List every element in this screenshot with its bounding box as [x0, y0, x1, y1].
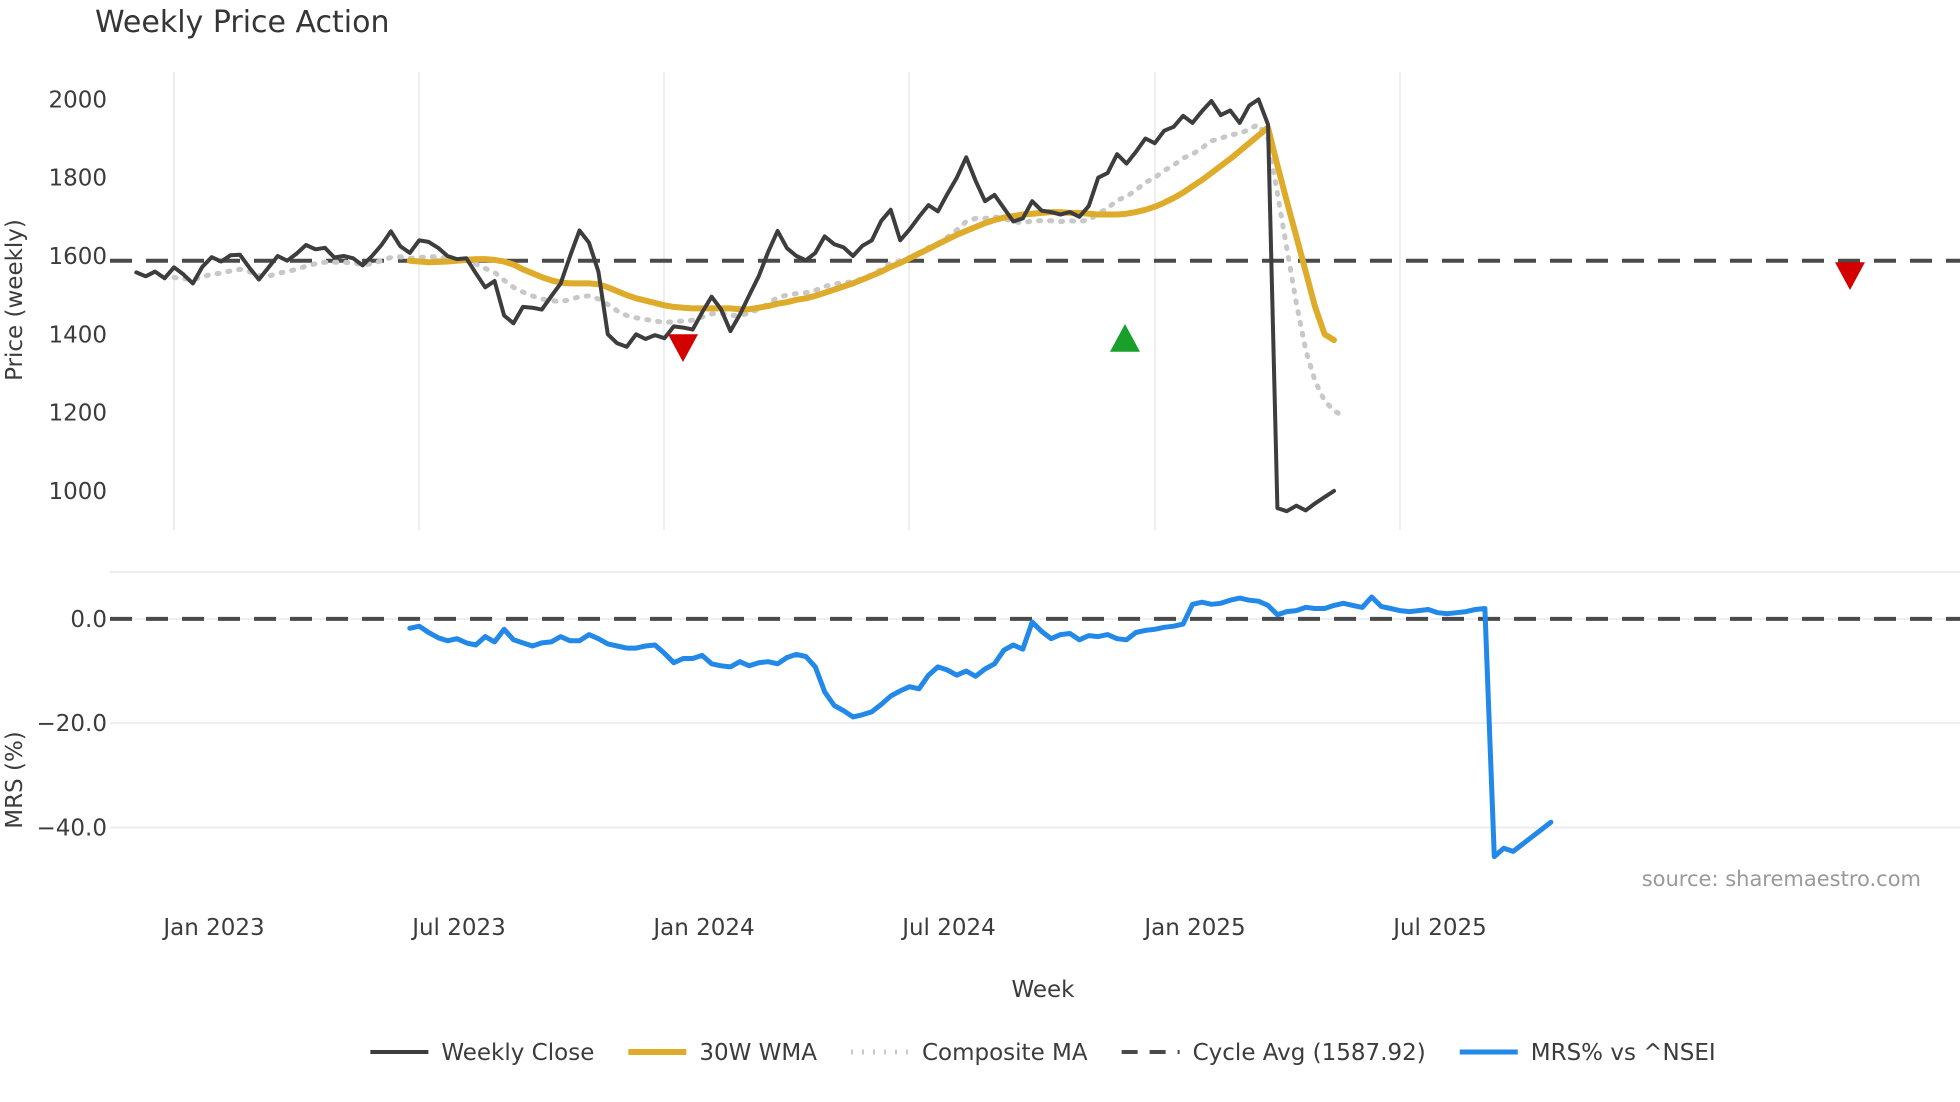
price-ytick-3: 1400: [48, 322, 107, 348]
price-ytick-0: 2000: [48, 87, 107, 113]
xtick-4: Jan 2025: [1142, 915, 1245, 941]
source-attribution: source: sharemaestro.com: [1642, 867, 1921, 891]
price-ytick-5: 1000: [48, 479, 107, 505]
legend-label-4[interactable]: MRS% vs ^NSEI: [1531, 1040, 1716, 1066]
gridlines: [110, 72, 1960, 829]
xtick-1: Jul 2023: [410, 915, 506, 941]
xtick-2: Jan 2024: [651, 915, 754, 941]
price-panel: [110, 97, 1960, 514]
sell-signal-marker-0[interactable]: [668, 334, 698, 362]
xtick-5: Jul 2025: [1391, 915, 1487, 941]
price-ytick-4: 1200: [48, 401, 107, 427]
mrs-ytick-1: −20.0: [37, 711, 107, 737]
xtick-3: Jul 2024: [900, 915, 996, 941]
legend-label-1[interactable]: 30W WMA: [699, 1040, 817, 1066]
price-ytick-1: 1800: [48, 166, 107, 192]
sell-signal-marker-2[interactable]: [1835, 262, 1865, 290]
xtick-0: Jan 2023: [161, 915, 264, 941]
price-ytick-2: 1600: [48, 244, 107, 270]
mrs-ytick-2: −40.0: [37, 815, 107, 841]
mrs-ytick-0: 0.0: [70, 607, 107, 633]
buy-signal-marker-1[interactable]: [1110, 324, 1140, 352]
legend-label-3[interactable]: Cycle Avg (1587.92): [1193, 1040, 1426, 1066]
legend-label-2[interactable]: Composite MA: [922, 1040, 1088, 1066]
mrs-y-axis-label: MRS (%): [2, 731, 28, 829]
price-line-weekly-close: [134, 97, 1336, 514]
mrs-line: [407, 594, 1554, 860]
legend-label-0[interactable]: Weekly Close: [441, 1040, 594, 1066]
signal-markers: [668, 262, 1865, 362]
chart-legend: Weekly Close 30W WMA Composite MA Cycle Avg…: [370, 1040, 1716, 1066]
mrs-panel: [110, 594, 1960, 860]
x-axis-label: Week: [1011, 977, 1075, 1003]
chart-title: Weekly Price Action: [95, 5, 390, 40]
price-y-axis-label: Price (weekly): [2, 219, 28, 381]
price-line-30w-wma: [406, 124, 1337, 344]
axis-ticks: 2000 1800 1600 1400 1200 1000 0.0 −20.0 −40.0 Jan…: [37, 87, 1487, 941]
price-line-composite-ma: [171, 122, 1346, 419]
